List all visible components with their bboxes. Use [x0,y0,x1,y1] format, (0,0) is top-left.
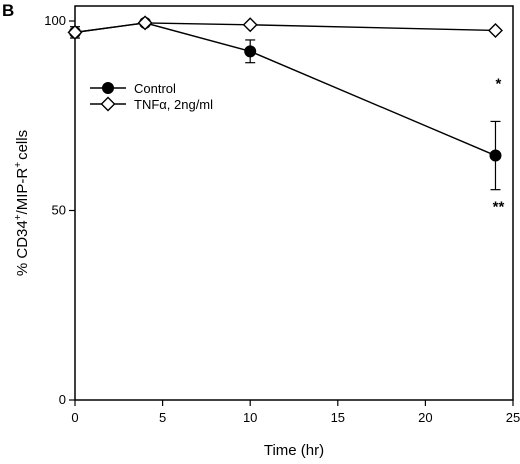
x-axis-ticks: 0 5 10 15 20 25 [71,400,520,425]
y-label-sup-1: + [13,214,24,220]
series-1-point-1 [137,15,153,31]
x-tick-label-0: 0 [71,410,78,425]
x-tick-label-1: 5 [159,410,166,425]
y-label-part-2: /MIP-R [14,168,31,215]
series-0-point-2 [244,45,257,58]
legend-marker-1 [100,96,116,112]
legend-label-0: Control [134,81,176,96]
y-axis-label: % CD34+/MIP-R+cells [13,130,31,276]
y-tick-label-2: 100 [44,13,66,28]
plot-frame [74,5,514,401]
y-tick-label-1: 50 [52,203,66,218]
y-axis-ticks: 0 50 100 [44,13,75,407]
series-layer [67,15,503,191]
series-1 [67,15,503,40]
x-axis-label: Time (hr) [264,442,324,459]
series-0-point-3 [489,149,502,162]
x-tick-label-5: 25 [506,410,520,425]
series-1-line [74,22,496,34]
series-1-point-0 [67,24,83,40]
series-1-point-2 [242,17,258,33]
y-label-part-3: cells [14,130,31,160]
legend-label-1: TNFα, 2ng/ml [134,97,213,112]
annotations: *** [493,76,505,216]
y-label-part-1: % CD34 [14,220,31,276]
legend-marker-0 [102,82,114,94]
y-tick-label-0: 0 [59,392,66,407]
y-label-sup-2: + [13,162,24,168]
x-tick-label-2: 10 [243,410,257,425]
annotation-1: ** [493,199,505,216]
x-tick-label-4: 20 [418,410,432,425]
annotation-0: * [496,76,502,93]
series-1-point-3 [487,22,503,38]
x-tick-label-3: 15 [331,410,345,425]
panel-label: B [2,1,14,20]
